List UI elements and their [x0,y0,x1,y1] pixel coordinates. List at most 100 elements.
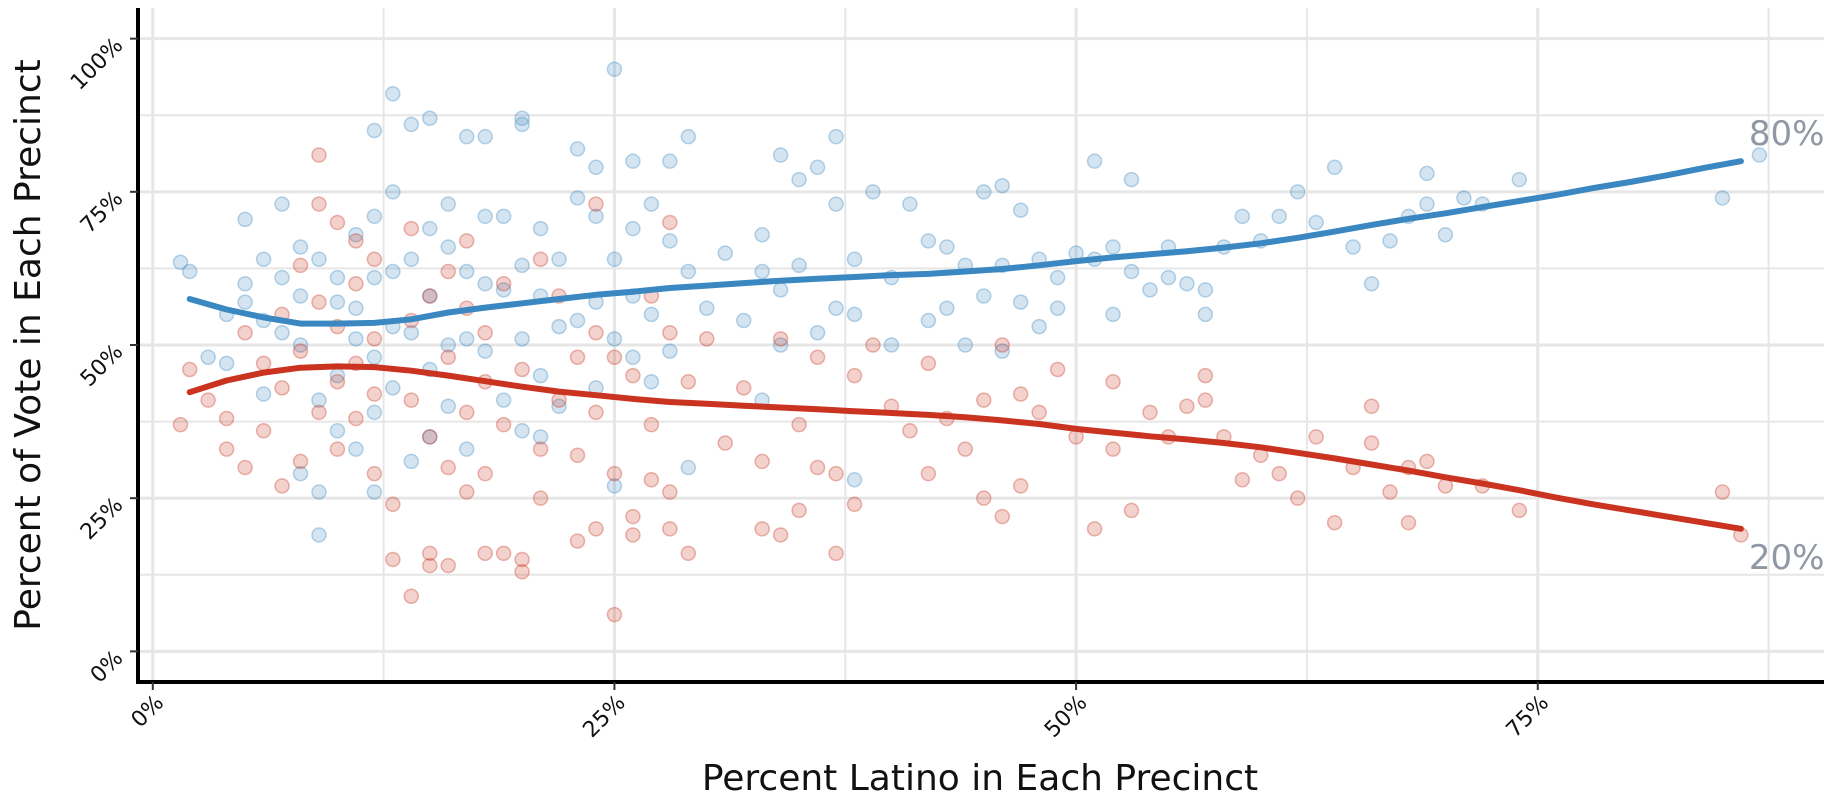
data-point [662,153,678,169]
data-point [348,233,364,249]
data-point [920,312,937,329]
data-point [495,208,512,225]
data-point [680,263,697,280]
data-point [1160,269,1177,286]
data-point [920,233,937,249]
y-tick-label: 100% [66,33,128,95]
y-tick-label: 75% [76,186,128,238]
data-point [551,251,567,267]
data-point [440,557,456,574]
data-point [422,429,438,445]
data-point [422,288,438,304]
data-point [1714,484,1731,500]
data-point [366,484,383,500]
data-point [1714,190,1731,206]
data-point [311,294,327,310]
data-point [791,416,807,433]
data-point [292,239,309,255]
data-point [606,251,623,267]
data-point [458,263,475,280]
data-point [606,349,623,366]
data-point [828,128,844,145]
data-point [680,374,697,390]
data-point [735,380,752,396]
data-point [329,294,346,310]
data-point [976,288,992,304]
data-point [1179,275,1195,292]
data-point [532,367,549,384]
data-point [809,324,826,341]
data-point [1142,282,1158,298]
data-point [569,312,586,329]
data-point [976,490,992,506]
data-point [218,355,235,372]
data-point [495,545,512,562]
data-point [735,312,752,329]
data-point [625,367,641,384]
data-point [643,472,660,488]
data-point [422,220,438,237]
data-point [440,349,456,366]
data-point [440,398,456,415]
data-point [1363,435,1380,451]
data-point [495,416,512,433]
data-point [865,337,881,353]
data-point [1419,165,1435,182]
data-point [477,545,493,562]
data-point [643,416,660,433]
data-point [662,343,678,359]
data-point [1123,502,1140,519]
data-point [458,441,475,457]
data-point [366,349,383,366]
data-point [588,196,604,212]
data-point [920,355,937,372]
data-point [218,410,235,427]
data-point [994,508,1010,525]
data-point [1363,398,1380,415]
data-point [643,306,660,323]
data-point [172,254,189,271]
data-point [218,441,235,457]
data-point [403,116,420,133]
data-point [1345,239,1361,255]
data-point [311,484,327,500]
data-point [458,404,475,421]
data-point [311,147,327,163]
data-point [754,453,770,470]
data-point [551,392,567,408]
data-point [366,269,383,286]
data-point [292,465,309,482]
data-point [477,208,493,225]
series-end-label: 20% [1749,538,1825,578]
x-tick-label: 25% [578,691,630,743]
data-point [255,386,272,402]
data-point [865,184,881,200]
data-point [1419,453,1435,470]
data-point [791,257,807,274]
data-point [1086,153,1103,169]
data-point [588,404,604,421]
data-point [976,392,992,408]
data-point [403,220,420,237]
data-point [1123,263,1140,280]
data-point [1012,294,1029,310]
data-point [532,441,549,457]
data-point [422,429,438,445]
data-point [717,245,733,261]
data-point [440,239,456,255]
data-point [440,196,456,212]
data-point [643,196,660,212]
data-point [902,423,918,439]
data-point [791,171,807,188]
data-point [1142,404,1158,421]
data-point [1363,275,1380,292]
data-point [680,128,697,145]
gridlines [138,8,1824,682]
data-point [311,392,327,408]
data-point [939,300,955,316]
data-point [1308,214,1324,231]
data-point [828,545,844,562]
data-point [625,527,641,543]
y-axis-title: Percent of Vote in Each Precinct [8,59,49,630]
